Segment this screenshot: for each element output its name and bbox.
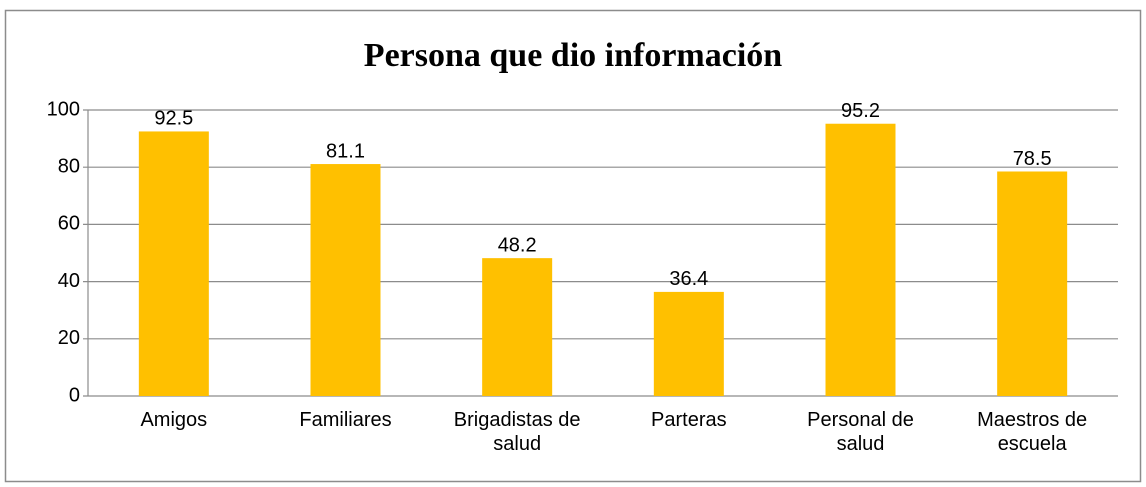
x-tick-label: Familiares <box>299 409 392 431</box>
x-tick-label: Personal de salud <box>807 409 914 455</box>
data-label: 48.2 <box>498 234 537 256</box>
y-tick-label: 100 <box>47 98 80 120</box>
data-label: 81.1 <box>326 140 365 162</box>
y-tick-label: 0 <box>69 384 80 406</box>
data-label: 78.5 <box>1013 148 1052 170</box>
bar <box>653 291 724 396</box>
y-tick-label: 20 <box>58 327 80 349</box>
bar <box>825 123 896 396</box>
x-tick-label: Parteras <box>651 409 727 431</box>
chart-title: Persona que dio información <box>364 37 782 74</box>
bar <box>482 258 553 396</box>
data-label: 92.5 <box>154 108 193 130</box>
y-tick-label: 60 <box>58 213 80 235</box>
x-tick-label: Brigadistas de salud <box>453 409 581 455</box>
x-tick-label: Amigos <box>140 409 208 431</box>
data-label: 95.2 <box>841 100 880 122</box>
bar <box>310 164 381 396</box>
y-tick-label: 80 <box>58 155 80 177</box>
x-tick-label: Maestros de escuela <box>977 409 1088 455</box>
data-label: 36.4 <box>669 268 708 290</box>
bar <box>138 131 209 396</box>
bar <box>997 171 1068 396</box>
y-tick-label: 40 <box>58 270 80 292</box>
